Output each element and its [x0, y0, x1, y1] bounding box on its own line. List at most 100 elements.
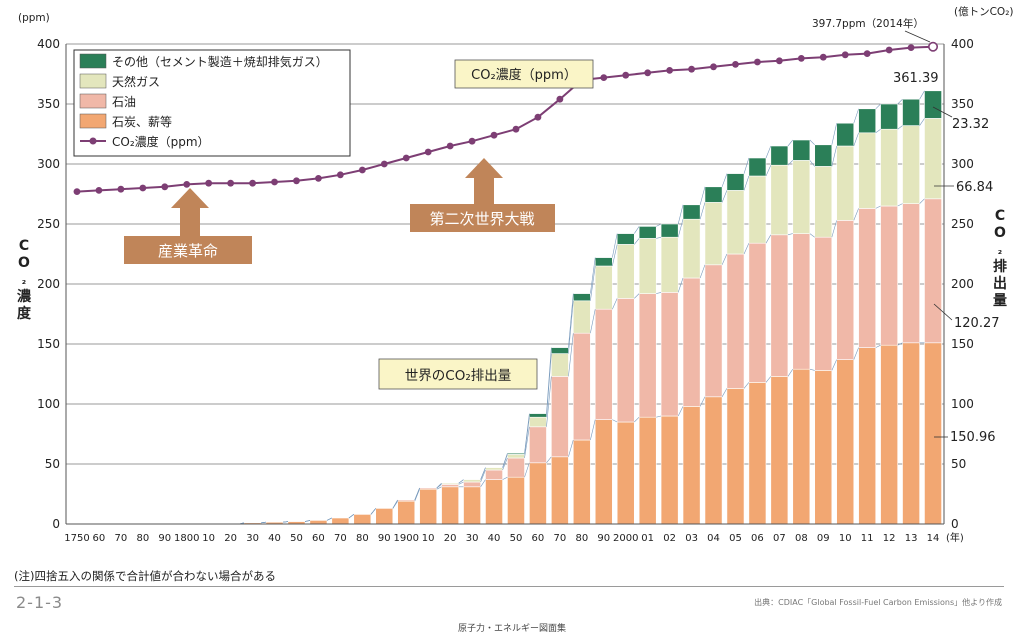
- legend-label: 石炭、薪等: [112, 115, 172, 129]
- x-tick-label: 60: [93, 533, 106, 544]
- legend-line-marker: [89, 137, 97, 145]
- co2-point: [512, 125, 520, 133]
- co2-point: [490, 131, 498, 139]
- bar-segment: [682, 406, 701, 525]
- bar-segment: [638, 238, 657, 294]
- bar-segment: [375, 508, 394, 525]
- x-tick-label: 90: [597, 533, 610, 544]
- ww2-annotation: 第二次世界大戦: [410, 158, 555, 232]
- x-tick-label: 70: [334, 533, 347, 544]
- x-tick-label: 02: [663, 533, 676, 544]
- bar-segment: [507, 454, 525, 459]
- bar-segment: [792, 368, 811, 525]
- bar-segment: [572, 332, 591, 441]
- bar-segment: [441, 482, 459, 485]
- bar-segment: [507, 457, 525, 478]
- bar-segment: [726, 388, 745, 525]
- bar-segment: [616, 421, 635, 525]
- bar-segment: [770, 164, 789, 236]
- bar-segment: [814, 144, 833, 167]
- x-tick-label: 08: [795, 533, 808, 544]
- left-tick-label: 100: [37, 397, 60, 411]
- right-tick-label: 350: [951, 97, 974, 111]
- emissions-title-annotation: 世界のCO₂排出量: [378, 358, 538, 390]
- bar-segment: [704, 264, 723, 398]
- bar-segment: [704, 202, 723, 266]
- bar-segment: [551, 376, 569, 458]
- industrial-revolution-annotation: 産業革命: [124, 188, 252, 264]
- bar-segment: [858, 108, 877, 134]
- bar-segment: [529, 462, 547, 525]
- bar-segment: [572, 300, 591, 334]
- co2-title-annotation: CO₂濃度（ppm）: [454, 59, 594, 89]
- source-credit: 出典：CDIAC「Global Fossil-Fuel Carbon Emiss…: [754, 598, 1002, 607]
- bar-segment: [880, 128, 898, 207]
- left-tick-label: 250: [37, 217, 60, 231]
- x-tick-label: 70: [115, 533, 128, 544]
- x-tick-label: 05: [729, 533, 742, 544]
- bar-segment: [594, 308, 613, 420]
- bar-segment: [572, 293, 591, 302]
- bar-segment: [836, 145, 855, 221]
- axes: [65, 44, 945, 525]
- co2-point: [534, 113, 542, 121]
- figure-number: 2-1-3: [16, 593, 64, 612]
- right-axis-title-char: O: [994, 225, 1006, 241]
- bar-segment: [726, 190, 745, 255]
- co2-point: [863, 50, 871, 57]
- bar-segment: [924, 198, 942, 344]
- co2-point: [183, 181, 191, 188]
- co2-point: [446, 142, 454, 150]
- right-tick-label: 300: [951, 157, 974, 171]
- x-tick-label: 10: [422, 533, 435, 544]
- x-tick-label: 10: [839, 533, 852, 544]
- bar-segment: [858, 347, 877, 525]
- bar-segment: [638, 293, 657, 418]
- latest-ppm-label: 397.7ppm（2014年）: [812, 17, 924, 30]
- co2-point: [556, 95, 564, 103]
- right-tick-label: 50: [951, 457, 966, 471]
- publication-footer: 原子力・エネルギー図面集: [457, 624, 566, 634]
- x-tick-label: 30: [466, 533, 479, 544]
- x-tick-label: 07: [773, 533, 786, 544]
- bar-segment: [529, 413, 547, 418]
- x-tick-label: 12: [883, 533, 896, 544]
- bar-segment: [770, 376, 789, 525]
- bar-segment: [529, 416, 547, 428]
- stacked-bars: [85, 90, 942, 525]
- co2-point: [424, 148, 432, 156]
- co2-point: [732, 61, 739, 68]
- left-axis-title-char: 度: [17, 305, 32, 322]
- left-axis-title: CO ₂濃度: [17, 238, 32, 322]
- co2-point: [644, 69, 652, 77]
- label-oil-2014: 120.27: [954, 316, 1000, 331]
- right-axis-unit: (億トンCO₂): [954, 5, 1014, 18]
- x-tick-label: 40: [488, 533, 501, 544]
- co2-point: [95, 187, 103, 194]
- label-other-2014: 23.32: [952, 117, 989, 132]
- bar-segment: [660, 415, 679, 525]
- co2-point: [710, 63, 717, 71]
- x-tick-label: 06: [751, 533, 764, 544]
- bar-segment: [748, 242, 767, 383]
- x-tick-label: 09: [817, 533, 830, 544]
- x-tick-label: 1900: [393, 533, 418, 544]
- right-tick-label: 200: [951, 277, 974, 291]
- bar-segment: [594, 419, 613, 525]
- co2-point: [468, 137, 476, 145]
- x-tick-label: 30: [246, 533, 259, 544]
- co2-point: [117, 185, 125, 193]
- legend-label: その他（セメント製造＋焼却排気ガス）: [112, 54, 328, 69]
- x-tick-label: 80: [136, 533, 149, 544]
- co2-point: [907, 44, 915, 51]
- bar-segment: [902, 98, 920, 126]
- right-axis-title-char: C: [995, 208, 1005, 224]
- legend-swatch: [79, 73, 107, 89]
- right-axis-title-char: 出: [993, 275, 1007, 292]
- x-tick-label: 04: [707, 533, 720, 544]
- bar-segment: [397, 500, 416, 525]
- latest-ppm-callout: 397.7ppm（2014年）: [812, 17, 931, 43]
- bar-segment: [902, 342, 920, 525]
